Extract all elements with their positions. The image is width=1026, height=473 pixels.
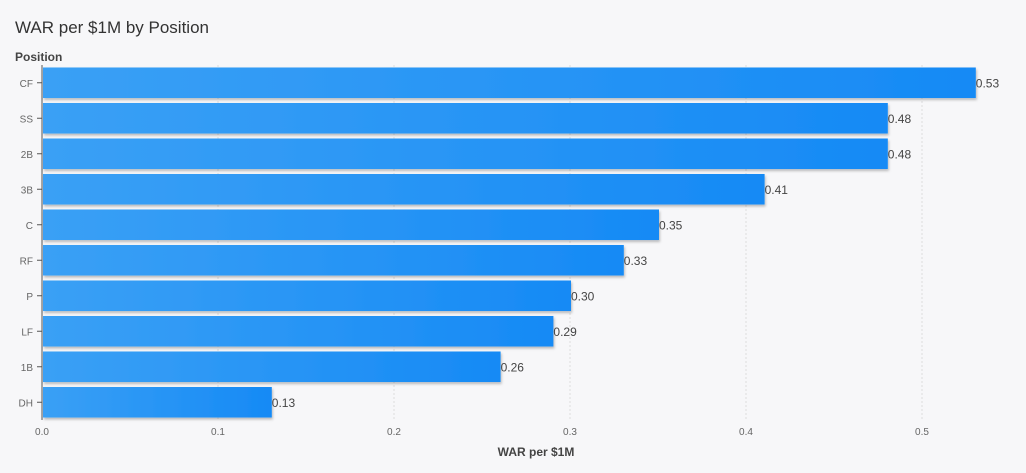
value-label: 0.48 [888,147,912,161]
grid-lines [217,65,923,420]
value-label: 0.33 [624,254,648,268]
bar-lf [43,315,554,347]
bar-3b [43,173,765,205]
x-tick-label: 0.4 [739,427,753,438]
chart-title: WAR per $1M by Position [15,18,209,37]
bar-1b [43,351,501,383]
x-tick-label: 0.2 [387,427,401,438]
x-tick-label: 0.5 [915,427,929,438]
value-label: 0.41 [765,183,789,197]
bar-ss [43,102,888,134]
bar-p [43,280,571,312]
y-tick-label: CF [20,79,33,90]
x-tick-label: 0.1 [211,427,225,438]
value-label: 0.53 [976,76,1000,90]
bar-dh [43,386,272,418]
bar-cf [43,67,976,99]
y-tick-label: C [26,221,33,232]
bars [43,67,976,418]
y-tick-label: 1B [21,363,34,374]
value-label: 0.48 [888,112,912,126]
x-axis-title: WAR per $1M [498,445,575,459]
y-tick-label: RF [20,256,33,267]
bar-c [43,209,659,241]
bar-rf [43,244,624,276]
x-tick-label: 0.3 [563,427,577,438]
y-tick-label: LF [21,327,33,338]
value-label: 0.13 [272,396,296,410]
axes [37,65,43,420]
x-tick-label: 0.0 [35,427,49,438]
y-tick-label: DH [19,398,33,409]
value-label: 0.26 [501,360,525,374]
bar-2b [43,138,888,170]
y-axis-title: Position [15,50,63,64]
value-label: 0.30 [571,289,595,303]
y-tick-label: 3B [21,185,34,196]
y-tick-label: P [26,292,33,303]
y-tick-label: 2B [21,150,34,161]
value-label: 0.35 [659,218,683,232]
labels: 0.0 0.1 0.2 0.3 0.4 0.5 CF 0.53 SS 0.48 2B 0.48 3B 0.… [19,76,1000,438]
value-label: 0.29 [553,325,577,339]
y-tick-label: SS [20,114,34,125]
